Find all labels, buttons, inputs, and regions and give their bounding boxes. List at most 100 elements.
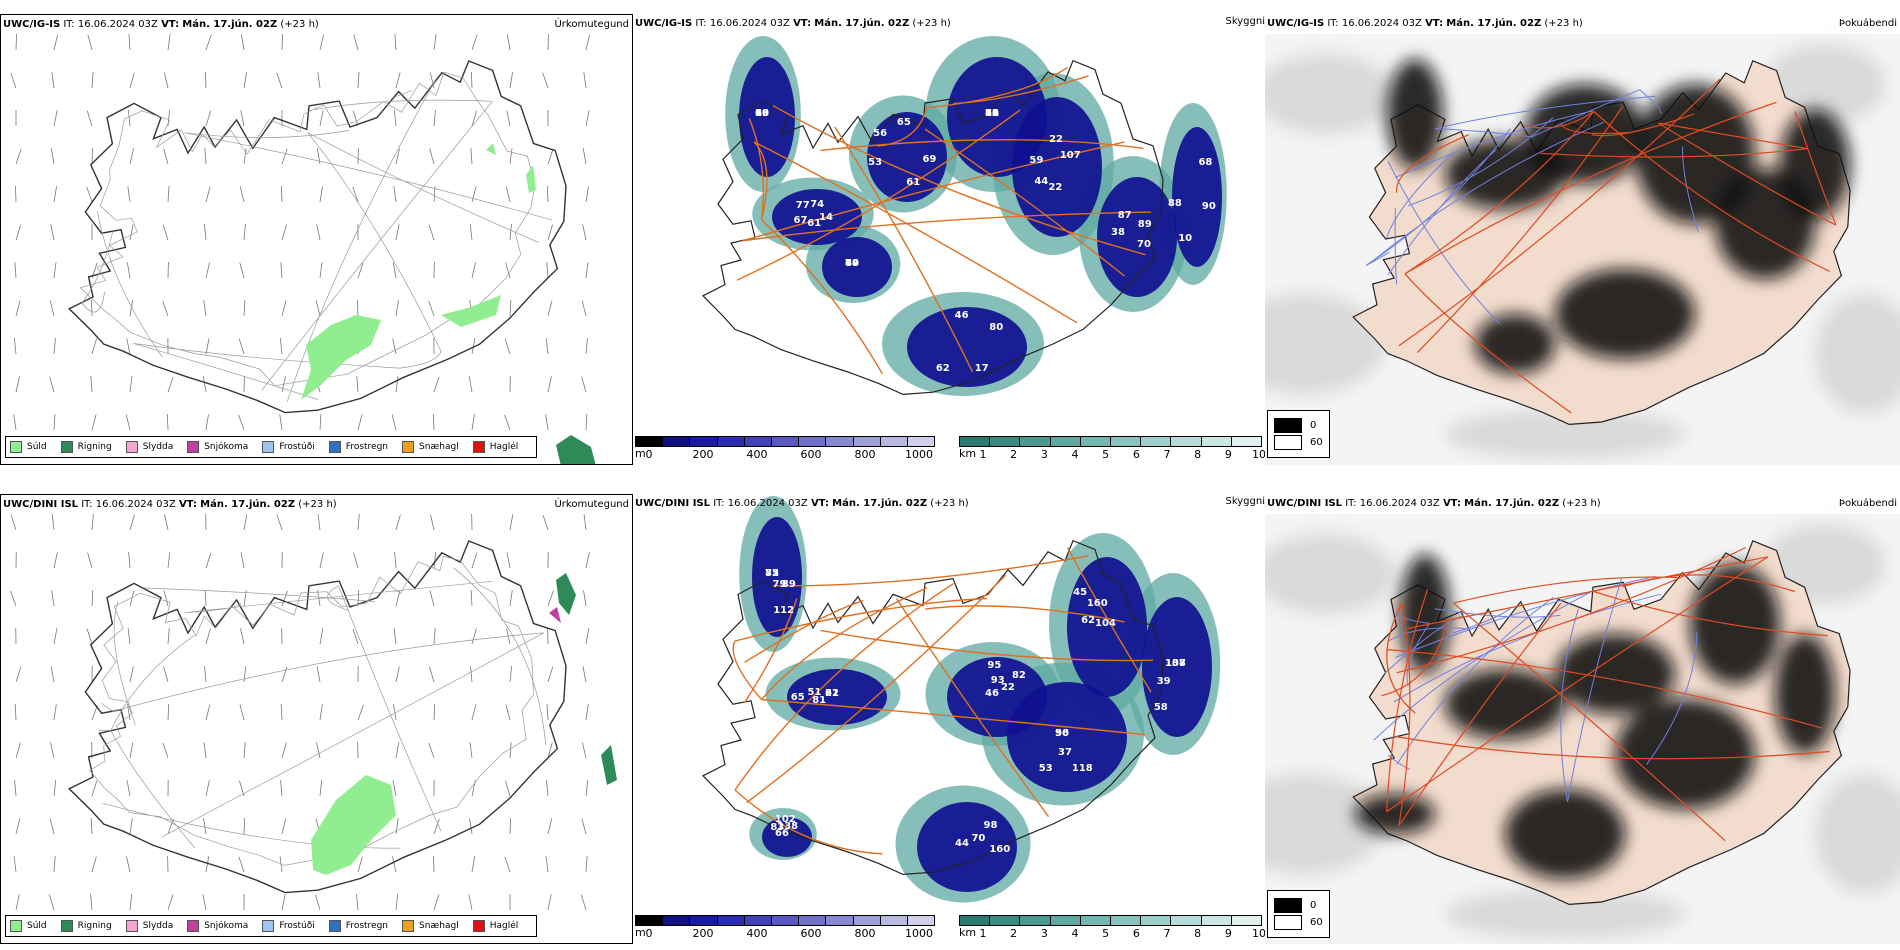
legend-item-snjókoma: Snjókoma	[187, 441, 248, 453]
colorbar-segment	[636, 916, 664, 925]
wind-barb	[353, 34, 359, 51]
wind-barb	[128, 34, 131, 51]
fog-key-swatch	[1274, 915, 1302, 930]
cloud-base-label: 80	[755, 108, 769, 119]
wind-barb	[509, 224, 512, 241]
wind-barb	[129, 514, 135, 531]
wind-barb	[392, 856, 397, 873]
fog-index-panel-ig: UWC/IG-IS IT: 16.06.2024 03Z VT: Mán. 17…	[1265, 14, 1900, 465]
cloud-base-label: 88	[1167, 198, 1182, 210]
wind-barb	[509, 148, 513, 165]
cloud-base-label: 87	[1117, 210, 1132, 222]
wind-barb	[205, 262, 210, 279]
wind-barb	[395, 148, 400, 165]
wind-barb	[280, 704, 283, 721]
wind-barb	[319, 262, 323, 279]
wind-barb	[547, 666, 554, 683]
legend-label: Rigning	[77, 442, 112, 452]
wind-barb	[15, 818, 21, 835]
wind-barb	[469, 742, 473, 759]
wind-barb	[319, 552, 324, 569]
drizzle-area	[486, 143, 496, 155]
wind-barb	[240, 110, 245, 127]
wind-barb	[166, 413, 169, 431]
legend-label: Snjókoma	[204, 921, 249, 931]
wind-barb	[509, 300, 512, 317]
colorbar-segment	[1080, 437, 1112, 446]
wind-barb	[395, 742, 400, 759]
wind-barb	[127, 110, 131, 127]
sea-fog-swirl	[1445, 409, 1685, 459]
legend-item-frostúði: Frostúði	[262, 920, 315, 932]
river-network	[1373, 575, 1698, 802]
legend-item-frostúði: Frostúði	[262, 441, 315, 453]
wind-barb	[395, 666, 400, 683]
wind-barb	[316, 666, 321, 683]
legend-label: Súld	[27, 442, 47, 452]
cloud-base-label: 81	[812, 694, 827, 706]
wind-barb	[129, 148, 135, 165]
wind-barb	[352, 186, 359, 203]
colorbar-tick: 0	[645, 927, 653, 940]
precip-legend: Súld Rigning Slydda Snjókoma Frostúði Frostre…	[5, 436, 538, 458]
legend-item-rigning: Rigning	[60, 441, 112, 453]
wind-barb	[240, 628, 245, 645]
wind-barb	[14, 704, 17, 721]
wind-barb	[162, 300, 169, 317]
legend-label: Slydda	[142, 921, 174, 931]
colorbar-segment	[907, 916, 935, 925]
wind-barb	[357, 856, 363, 873]
wind-barb	[87, 552, 93, 569]
wind-barb	[15, 894, 20, 911]
precip-areas	[301, 143, 596, 464]
colorbar-tick: 2	[1010, 448, 1018, 461]
wind-barb	[585, 856, 588, 873]
wind-barb	[395, 818, 399, 835]
wind-barb	[281, 33, 283, 51]
fog-key-row: 60	[1274, 435, 1323, 450]
precip-type-panel-ig: UWC/IG-IS IT: 16.06.2024 03Z VT: Mán. 17…	[0, 14, 633, 465]
wind-barb	[90, 894, 93, 911]
cloud-base-label: 96	[1055, 728, 1069, 739]
cloud-base-label: 44	[1034, 176, 1049, 188]
wind-barb	[316, 148, 321, 165]
wind-barb	[316, 224, 321, 241]
legend-swatch	[60, 920, 73, 932]
colorbar-segment	[799, 437, 827, 446]
colorbar-tick: 1000	[905, 448, 933, 461]
colorbar-tick: 400	[746, 927, 768, 940]
wind-barb	[53, 552, 58, 569]
wind-barb	[281, 148, 288, 165]
precip-areas	[311, 573, 617, 875]
colorbar-tick: 800	[854, 448, 876, 461]
legend-item-frostregn: Frostregn	[328, 920, 388, 932]
wind-barb	[430, 514, 435, 531]
visibility-colorbar: 1 2 3 4 5 6 7 8 9 10 km	[959, 436, 1265, 461]
wind-barb	[202, 376, 207, 393]
wind-barb	[581, 376, 587, 393]
rain-area	[556, 435, 596, 464]
colorbar-tick: 5	[1102, 448, 1110, 461]
colorbar-segment	[1141, 437, 1172, 446]
wind-barb	[547, 894, 552, 911]
wind-barb	[357, 414, 363, 431]
road-network	[732, 547, 1154, 855]
colorbar-tick: 7	[1163, 927, 1171, 940]
panel-title: Þokuábendi	[1838, 18, 1897, 29]
wind-barb	[49, 818, 55, 835]
wind-barb	[585, 34, 590, 51]
wind-barb	[49, 300, 55, 317]
legend-item-rigning: Rigning	[60, 920, 112, 932]
colorbar-segment	[826, 437, 854, 446]
wind-barb	[319, 628, 324, 645]
colorbar-segment	[744, 916, 772, 925]
legend-swatch	[187, 920, 200, 932]
wind-barb	[395, 72, 401, 89]
wind-barb	[585, 186, 589, 203]
wind-barb	[429, 72, 435, 89]
wind-barb	[542, 514, 549, 531]
wind-barb	[127, 628, 131, 645]
colorbar-segment	[1111, 437, 1142, 446]
cloud-base-label: 138	[1165, 658, 1186, 669]
wind-barb	[205, 552, 212, 569]
